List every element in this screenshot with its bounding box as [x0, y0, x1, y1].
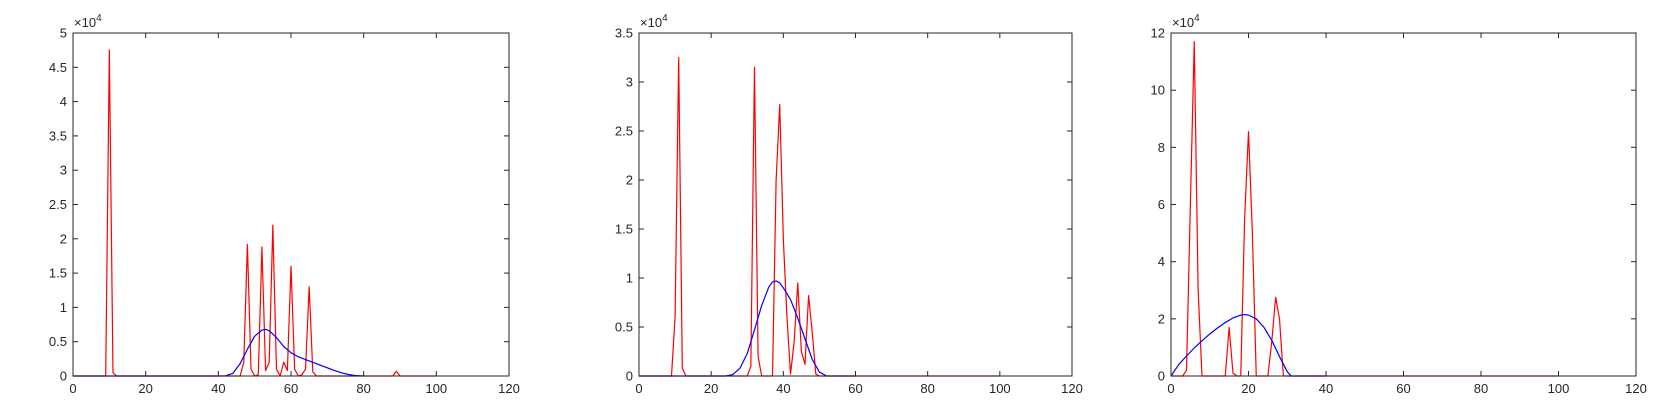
x-tick-label: 60: [1396, 381, 1410, 396]
y-exponent-label: ×104: [640, 13, 668, 30]
y-exponent-power: 4: [1194, 13, 1200, 24]
y-tick-label: 4: [60, 94, 67, 109]
y-exponent-label: ×104: [1172, 13, 1200, 30]
x-tick-label: 80: [356, 381, 370, 396]
x-tick-label: 20: [138, 381, 152, 396]
x-tick-label: 100: [989, 381, 1011, 396]
y-tick-label: 1: [60, 300, 67, 315]
y-tick-label: 4: [1158, 254, 1165, 269]
y-tick-label: 5: [60, 26, 67, 41]
y-tick-label: 3: [60, 163, 67, 178]
x-tick-label: 120: [1061, 381, 1083, 396]
y-tick-label: 0: [60, 369, 67, 384]
chart-3-axes-box: [1170, 32, 1637, 377]
y-exponent-base: ×10: [1172, 15, 1194, 30]
x-tick-label: 60: [848, 381, 862, 396]
x-tick-label: 80: [920, 381, 934, 396]
y-tick-label: 3: [626, 75, 633, 90]
x-tick-label: 20: [1241, 381, 1255, 396]
y-tick-label: 2: [60, 231, 67, 246]
x-tick-label: 100: [425, 381, 447, 396]
y-tick-label: 2: [626, 173, 633, 188]
y-tick-label: 0.5: [615, 320, 633, 335]
y-tick-label: 2.5: [615, 124, 633, 139]
chart-1-series-blue-line: [73, 328, 364, 377]
x-tick-label: 100: [1548, 381, 1570, 396]
y-tick-label: 0: [626, 369, 633, 384]
y-exponent-base: ×10: [74, 15, 96, 30]
chart-3-series-blue-line: [1170, 313, 1326, 377]
y-tick-label: 10: [1151, 83, 1165, 98]
y-tick-label: 12: [1151, 26, 1165, 41]
y-tick-label: 2: [1158, 311, 1165, 326]
y-exponent-power: 4: [662, 13, 668, 24]
x-tick-label: 120: [498, 381, 520, 396]
y-tick-label: 1: [626, 271, 633, 286]
x-tick-label: 60: [284, 381, 298, 396]
y-tick-label: 8: [1158, 140, 1165, 155]
x-tick-label: 40: [1319, 381, 1333, 396]
chart-1-series-red-line: [73, 49, 437, 377]
y-tick-label: 2.5: [49, 197, 67, 212]
chart-3-series-red-line: [1171, 40, 1559, 377]
chart-2-axes-box: [638, 32, 1073, 377]
y-exponent-power: 4: [96, 13, 102, 24]
x-tick-label: 120: [1625, 381, 1647, 396]
y-tick-label: 6: [1158, 197, 1165, 212]
x-tick-label: 40: [211, 381, 225, 396]
x-tick-label: 80: [1474, 381, 1488, 396]
x-tick-label: 20: [704, 381, 718, 396]
chart-2: 0 20 40 60 80 100 120 0 0.5 1 1.5 2 2.5 3 3.5 ×104: [615, 13, 1083, 396]
chart-1-axes-box: [72, 32, 510, 377]
y-exponent-base: ×10: [640, 15, 662, 30]
y-tick-label: 1.5: [615, 222, 633, 237]
y-tick-label: 1.5: [49, 266, 67, 281]
y-exponent-label: ×104: [74, 13, 102, 30]
x-tick-label: 40: [776, 381, 790, 396]
y-tick-label: 4.5: [49, 60, 67, 75]
y-tick-label: 3.5: [49, 128, 67, 143]
y-tick-label: 0.5: [49, 334, 67, 349]
x-tick-label: 0: [69, 381, 76, 396]
y-tick-label: 3.5: [615, 26, 633, 41]
chart-2-series-red-line: [639, 56, 1000, 377]
chart-2-series-blue-line: [639, 280, 856, 377]
x-tick-label: 0: [635, 381, 642, 396]
y-tick-label: 0: [1158, 369, 1165, 384]
x-tick-label: 0: [1167, 381, 1174, 396]
